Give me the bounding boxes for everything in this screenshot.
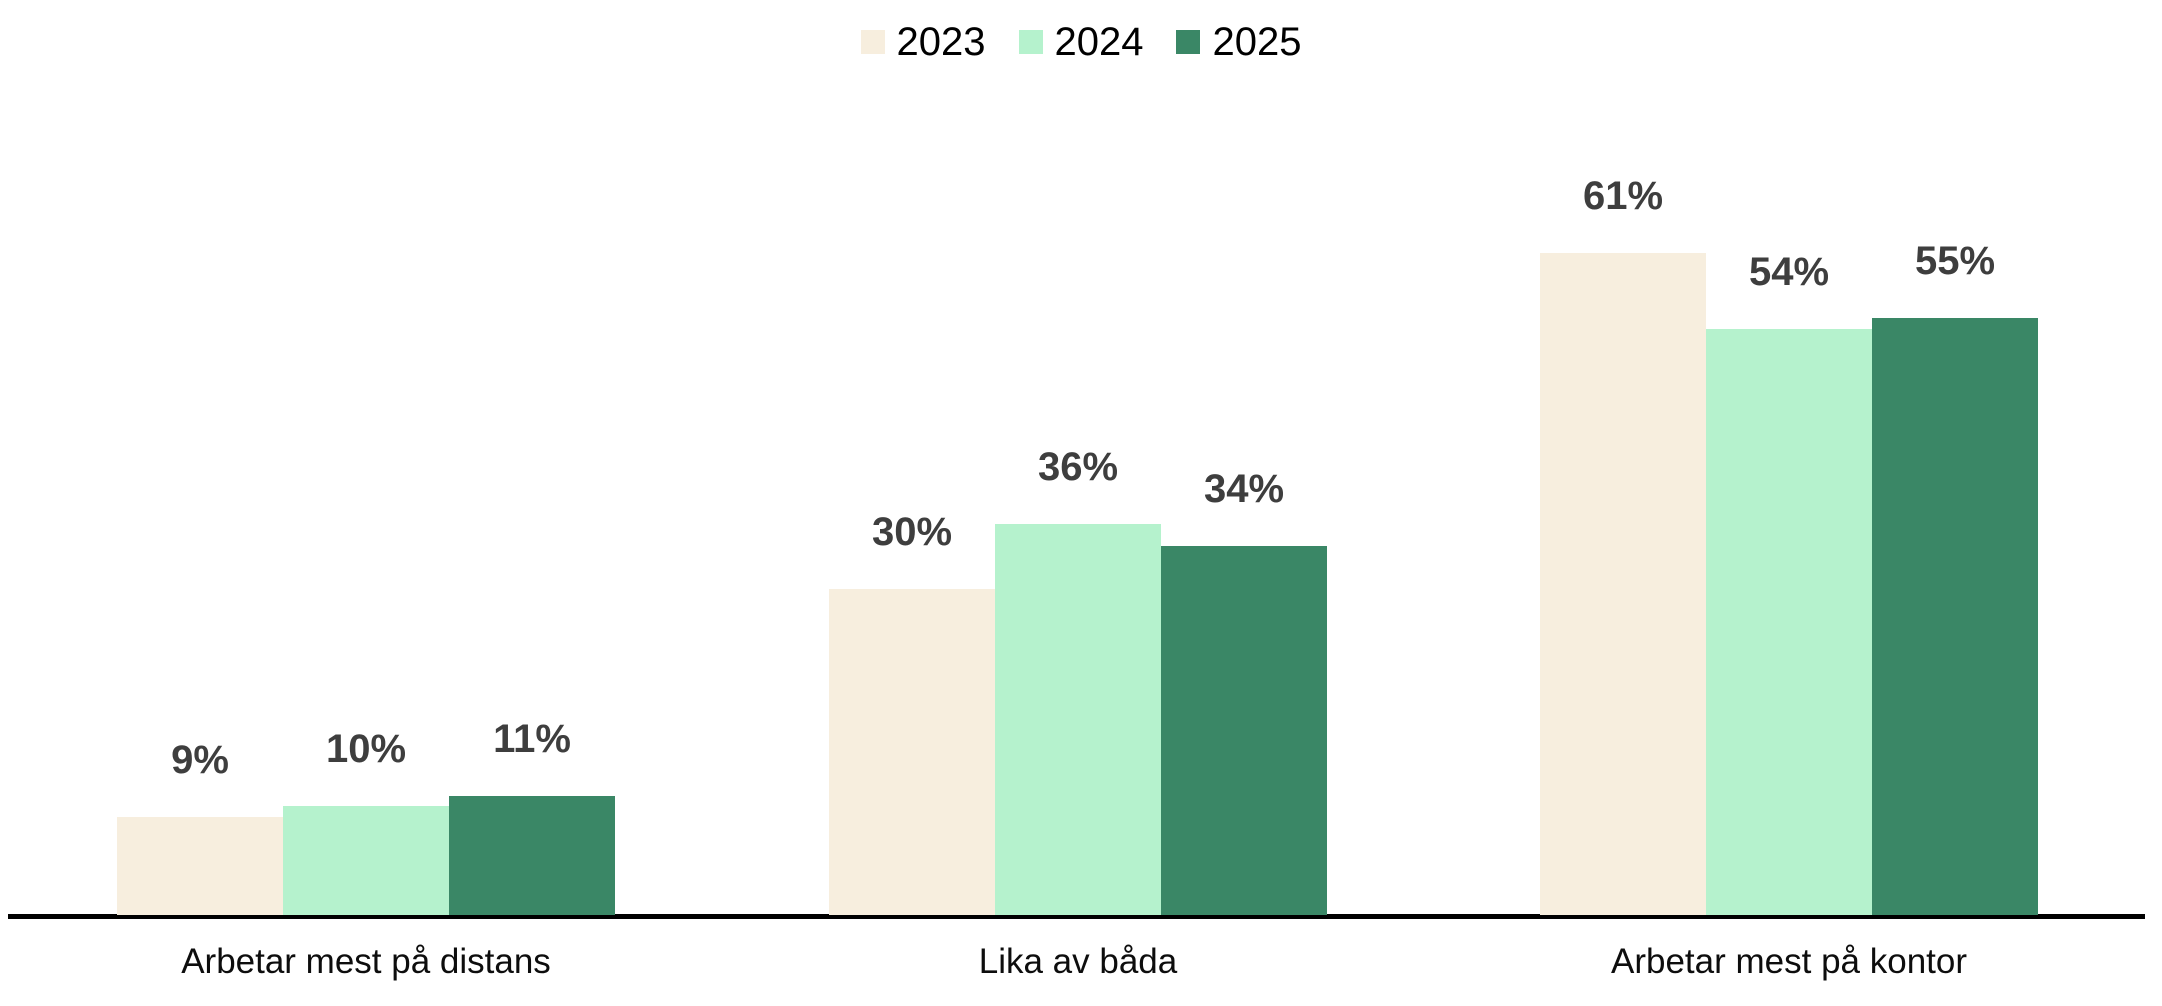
bar	[449, 796, 615, 915]
legend-item: 2023	[860, 20, 986, 64]
bar	[995, 524, 1161, 915]
value-label: 10%	[325, 727, 407, 771]
value-label: 61%	[1582, 174, 1664, 218]
legend-swatch-icon	[1176, 30, 1201, 54]
value-label: 34%	[1203, 467, 1285, 511]
bar	[1161, 546, 1327, 915]
bar	[1706, 329, 1872, 915]
category-label: Arbetar mest på distans	[181, 942, 551, 981]
bar	[283, 806, 449, 915]
value-label: 54%	[1748, 250, 1830, 294]
value-label: 11%	[493, 717, 571, 761]
chart-legend: 2023 2024 2025	[0, 12, 2162, 72]
category-label: Lika av båda	[978, 942, 1178, 981]
value-label: 9%	[171, 738, 229, 782]
value-label: 36%	[1037, 445, 1119, 489]
x-axis-line	[8, 914, 2145, 919]
legend-label: 2024	[1054, 20, 1144, 64]
bar	[117, 817, 283, 915]
legend-label: 2023	[896, 20, 986, 64]
legend-item: 2024	[1018, 20, 1144, 64]
legend-item: 2025	[1176, 20, 1301, 64]
category-label: Arbetar mest på kontor	[1611, 942, 1967, 981]
legend-swatch-icon	[1018, 30, 1043, 54]
legend-swatch-icon	[860, 30, 885, 54]
bar	[1540, 253, 1706, 915]
bar	[1872, 318, 2038, 915]
value-label: 55%	[1914, 239, 1996, 283]
bar	[829, 589, 995, 915]
value-label: 30%	[871, 510, 953, 554]
legend-label: 2025	[1212, 20, 1302, 64]
